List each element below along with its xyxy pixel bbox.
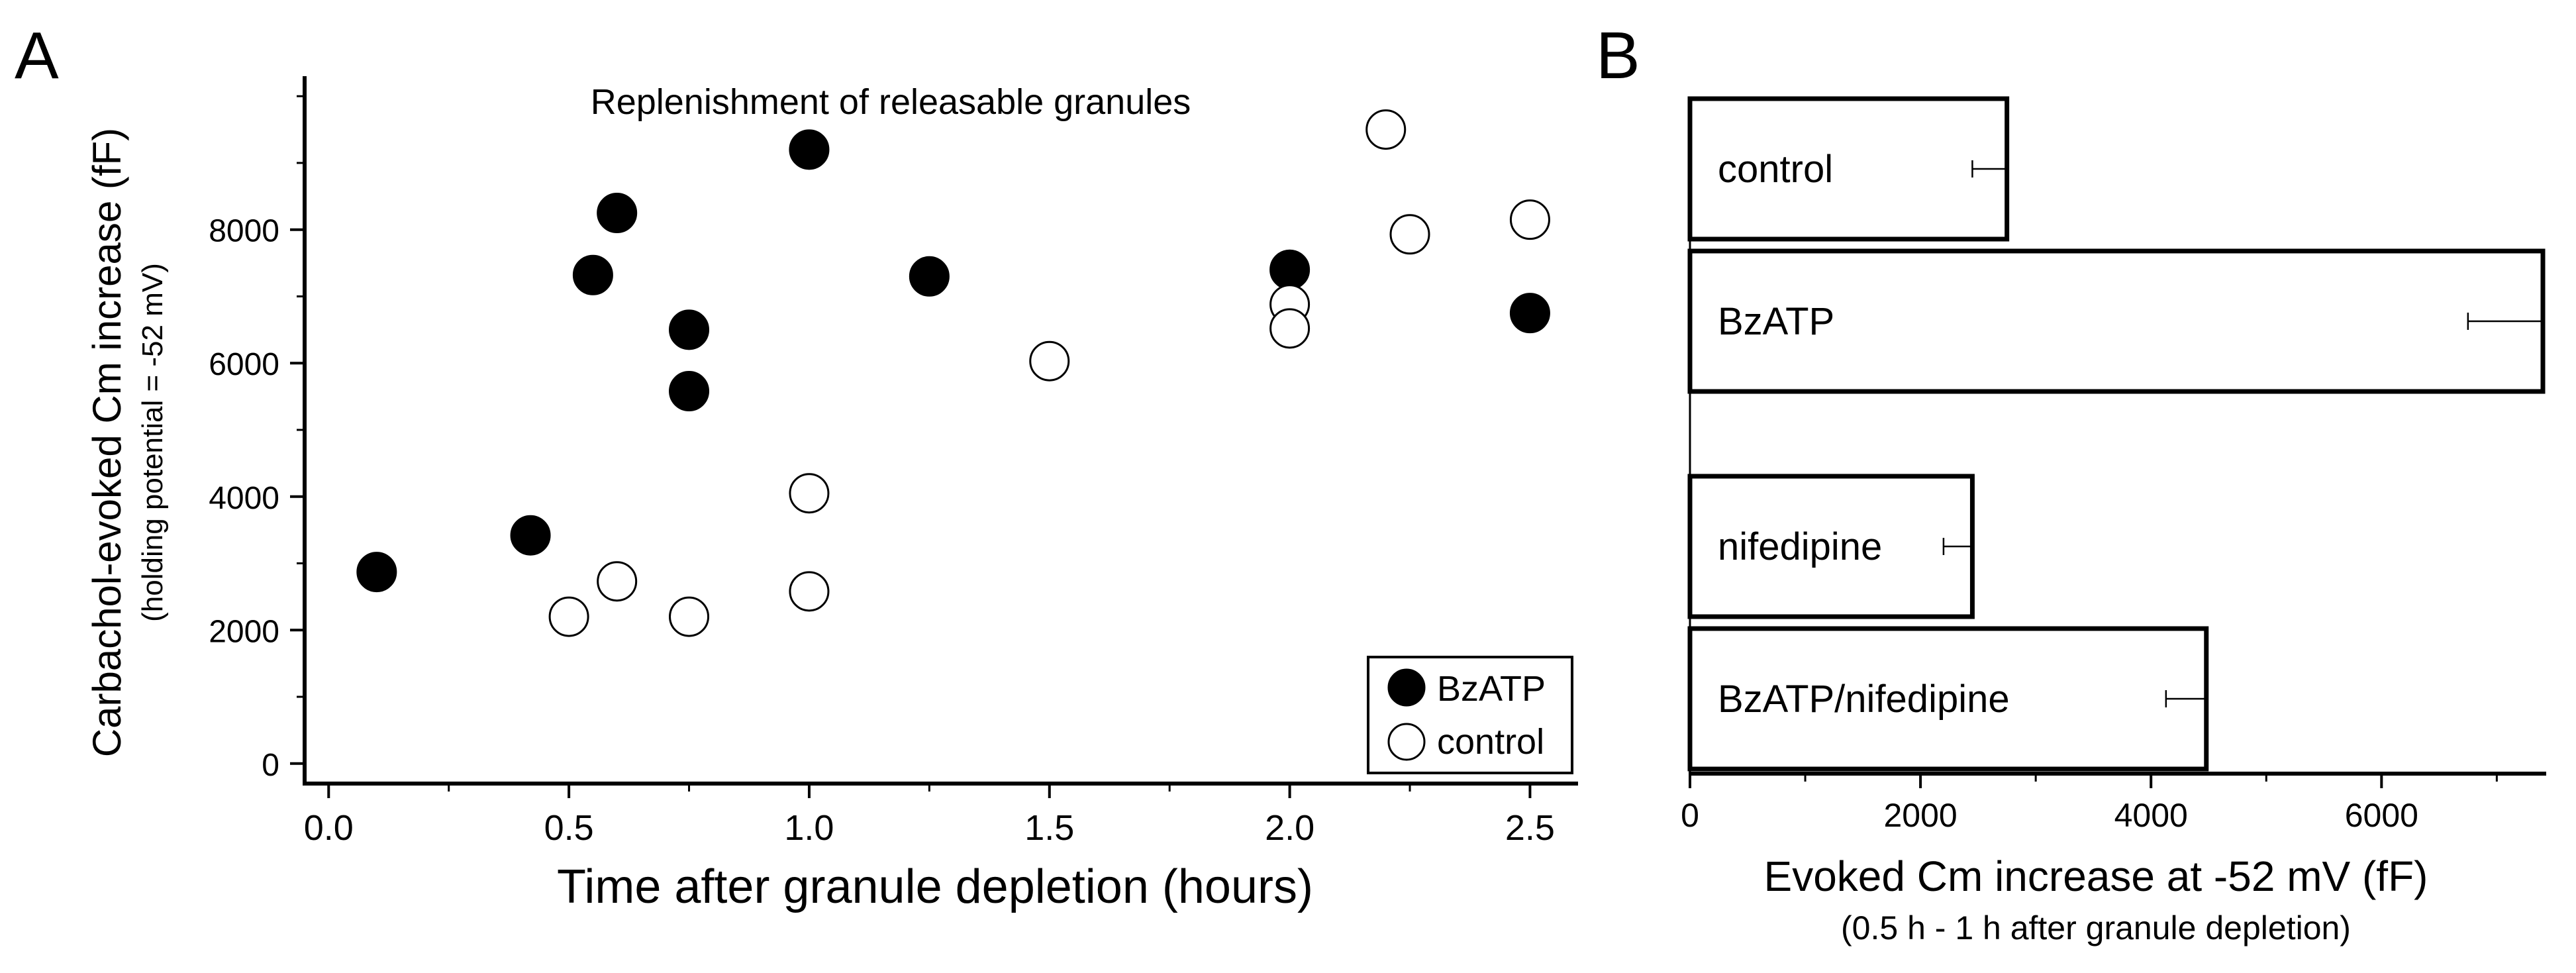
- data-point-bzatp: [669, 309, 710, 350]
- panel-a-points: [356, 109, 1550, 637]
- x-tick-label: 4000: [2114, 797, 2188, 834]
- data-point-bzatp: [789, 129, 830, 170]
- panel-a-title: Replenishment of releasable granules: [591, 82, 1191, 122]
- x-tick-label: 2.5: [1505, 808, 1555, 848]
- data-point-bzatp: [356, 552, 397, 593]
- data-point-control: [789, 571, 830, 612]
- data-point-control: [597, 561, 638, 602]
- panel-b-bars: control BzATP nifedipine BzATP/nifedipine: [1687, 96, 2546, 772]
- y-tick-label: 6000: [209, 347, 279, 382]
- panel-a-y-axis-label: Carbachol-evoked Cm increase (fF): [85, 128, 129, 757]
- bar-nifedipine: [1687, 474, 1975, 619]
- bar-bzatp-nifedipine: [1687, 626, 2209, 772]
- panel-b-label: B: [1596, 19, 1640, 93]
- data-point-control: [1389, 214, 1430, 255]
- panel-a-legend: BzATP control: [1367, 656, 1573, 774]
- legend-label-control: control: [1437, 722, 1544, 762]
- data-point-control: [1269, 308, 1311, 349]
- panel-b-x-axis-label: Evoked Cm increase at -52 mV (fF): [1764, 852, 2428, 900]
- data-point-bzatp: [669, 371, 710, 412]
- bar-label-nifedipine: nifedipine: [1718, 525, 1882, 568]
- data-point-bzatp: [597, 193, 638, 234]
- data-point-control: [789, 473, 830, 514]
- panel-a-y-axis-sublabel: (holding potential = -52 mV): [136, 263, 169, 622]
- panel-a-scatter-chart: A Replenishment of releasable granules 0…: [15, 19, 1578, 913]
- y-tick-label: 4000: [209, 481, 279, 516]
- y-tick-label: 2000: [209, 614, 279, 649]
- panel-a-ticks: 0.0 0.5 1.0 1.5 2.0 2.5 0 2000 4000 6000 8000: [209, 95, 1555, 848]
- data-point-bzatp: [572, 254, 613, 295]
- data-point-control: [1509, 199, 1550, 240]
- data-point-bzatp: [1509, 293, 1550, 334]
- panel-b-x-axis-sublabel: (0.5 h - 1 h after granule depletion): [1841, 909, 2351, 947]
- panel-a-x-axis-label: Time after granule depletion (hours): [557, 860, 1313, 913]
- bar-bzatp: [1687, 248, 2546, 394]
- bar-label-bzatp: BzATP: [1718, 300, 1834, 343]
- x-tick-label: 1.0: [784, 808, 834, 848]
- bar-label-control: control: [1718, 148, 1833, 191]
- data-point-control: [548, 596, 589, 637]
- panel-a-label: A: [15, 19, 59, 93]
- data-point-control: [1365, 109, 1407, 150]
- x-tick-label: 2.0: [1265, 808, 1314, 848]
- y-tick-label: 8000: [209, 214, 279, 249]
- data-point-control: [669, 596, 710, 637]
- x-tick-label: 0: [1681, 797, 1699, 834]
- bar-control: [1687, 96, 2010, 242]
- data-point-bzatp: [1269, 249, 1311, 290]
- legend-marker-bzatp: [1387, 668, 1426, 707]
- bar-label-bzatp-nifedipine: BzATP/nifedipine: [1718, 678, 2010, 721]
- y-tick-label: 0: [262, 748, 279, 783]
- data-point-control: [1029, 340, 1070, 382]
- data-point-bzatp: [909, 256, 950, 297]
- legend-label-bzatp: BzATP: [1437, 669, 1546, 709]
- data-point-bzatp: [510, 515, 551, 556]
- legend-marker-control: [1387, 723, 1426, 761]
- panel-b-bar-chart: B control BzATP nifedipine BzATP/nifedipine…: [1596, 19, 2546, 947]
- x-tick-label: 0.5: [544, 808, 594, 848]
- panel-b-ticks: 0 2000 4000 6000: [1681, 772, 2546, 834]
- x-tick-label: 0.0: [304, 808, 354, 848]
- x-tick-label: 6000: [2345, 797, 2418, 834]
- x-tick-label: 1.5: [1024, 808, 1074, 848]
- x-tick-label: 2000: [1883, 797, 1957, 834]
